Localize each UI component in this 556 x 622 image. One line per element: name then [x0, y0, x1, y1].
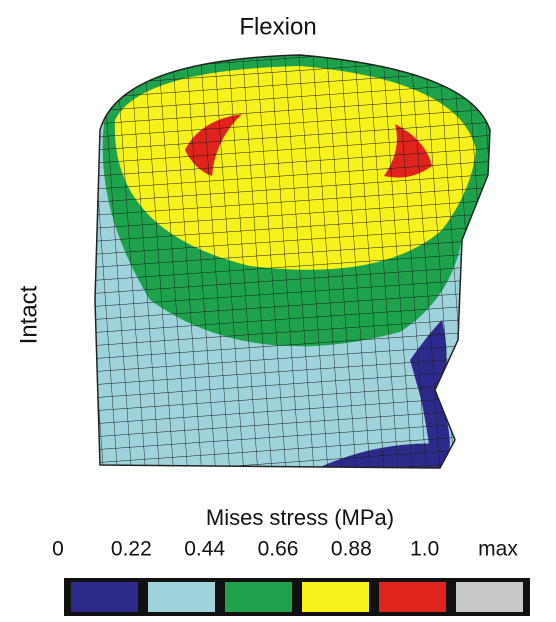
figure: Flexion Intact Mises stress (MPa) 00.220… [0, 0, 556, 622]
legend-swatch [225, 582, 292, 612]
legend-swatch [302, 582, 369, 612]
legend-label: 0 [52, 538, 64, 561]
legend-label: 0.66 [258, 538, 299, 561]
legend-label: 1.0 [410, 538, 439, 561]
row-label: Intact [15, 285, 42, 344]
legend-label: 0.44 [184, 538, 225, 561]
legend-label: max [478, 538, 518, 561]
fe-model [80, 40, 510, 480]
legend-swatch [71, 582, 138, 612]
legend-label: 0.22 [111, 538, 152, 561]
legend-title: Mises stress (MPa) [206, 505, 394, 530]
title: Flexion [239, 13, 316, 40]
color-legend: 0 0.22 0.44 0.66 0.88 1.0 max [52, 538, 530, 616]
legend-swatch [456, 582, 523, 612]
legend-swatch [379, 582, 446, 612]
legend-label: 0.88 [331, 538, 372, 561]
mesh-grid [80, 40, 510, 480]
legend-swatch [148, 582, 215, 612]
